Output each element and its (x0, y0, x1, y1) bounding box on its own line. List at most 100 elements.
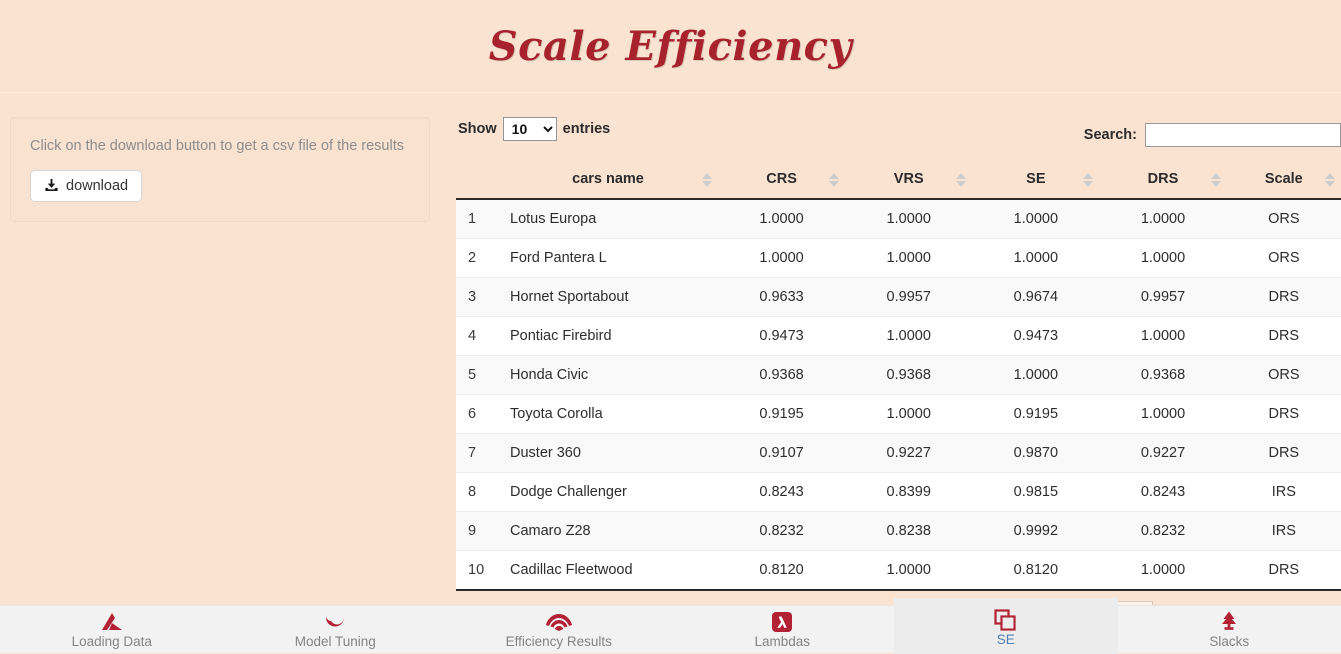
cell-se: 0.9195 (972, 395, 1099, 434)
cell-vrs: 0.9227 (845, 434, 972, 473)
column-header-se[interactable]: SE (972, 161, 1099, 199)
nav-item-lambdas[interactable]: Lambdas (671, 606, 895, 653)
cell-scale: DRS (1227, 551, 1341, 591)
cell-car-name: Hornet Sportabout (498, 278, 718, 317)
cell-vrs: 0.9957 (845, 278, 972, 317)
cell-car-name: Pontiac Firebird (498, 317, 718, 356)
entries-label: entries (563, 121, 611, 137)
cell-index: 2 (456, 239, 498, 278)
cell-drs: 0.9957 (1099, 278, 1226, 317)
download-button[interactable]: download (30, 170, 142, 202)
cell-drs: 1.0000 (1099, 395, 1226, 434)
sort-arrows-icon (702, 173, 712, 187)
results-table: cars name CRS VRS SE (456, 161, 1341, 591)
cell-vrs: 1.0000 (845, 199, 972, 239)
lambda-square-icon (770, 610, 794, 634)
cell-index: 9 (456, 512, 498, 551)
cell-car-name: Camaro Z28 (498, 512, 718, 551)
cell-drs: 1.0000 (1099, 199, 1226, 239)
download-card: Click on the download button to get a cs… (10, 117, 430, 222)
cell-crs: 0.9195 (718, 395, 845, 434)
search-input[interactable] (1145, 123, 1341, 147)
cell-scale: ORS (1227, 239, 1341, 278)
cell-car-name: Dodge Challenger (498, 473, 718, 512)
nav-item-efficiency-results[interactable]: Efficiency Results (447, 606, 671, 653)
cell-vrs: 1.0000 (845, 317, 972, 356)
cell-scale: DRS (1227, 317, 1341, 356)
cell-crs: 0.9368 (718, 356, 845, 395)
cell-car-name: Ford Pantera L (498, 239, 718, 278)
download-button-label: download (66, 178, 128, 194)
nav-item-model-tuning[interactable]: Model Tuning (224, 606, 448, 653)
sort-arrows-icon (1083, 173, 1093, 187)
column-label: SE (1026, 171, 1045, 187)
cell-car-name: Toyota Corolla (498, 395, 718, 434)
cell-scale: DRS (1227, 395, 1341, 434)
cell-crs: 1.0000 (718, 199, 845, 239)
cell-index: 3 (456, 278, 498, 317)
nav-item-slacks[interactable]: Slacks (1118, 606, 1341, 653)
nav-item-se[interactable]: SE (894, 598, 1118, 654)
download-hint-text: Click on the download button to get a cs… (30, 137, 410, 156)
cell-car-name: Cadillac Fleetwood (498, 551, 718, 591)
cell-se: 0.9473 (972, 317, 1099, 356)
cell-se: 1.0000 (972, 199, 1099, 239)
nav-item-label: SE (997, 633, 1015, 648)
cell-index: 10 (456, 551, 498, 591)
cell-scale: ORS (1227, 199, 1341, 239)
column-label: VRS (894, 171, 924, 187)
cell-car-name: Duster 360 (498, 434, 718, 473)
cell-se: 0.9674 (972, 278, 1099, 317)
cell-se: 1.0000 (972, 239, 1099, 278)
cell-scale: DRS (1227, 278, 1341, 317)
cell-scale: ORS (1227, 356, 1341, 395)
page-length-select[interactable]: 102550100 (503, 117, 557, 141)
cell-scale: DRS (1227, 434, 1341, 473)
column-header-index (456, 161, 498, 199)
copy-layers-icon (993, 608, 1019, 632)
table-controls: Show 102550100 entries Search: (456, 117, 1341, 147)
cell-crs: 1.0000 (718, 239, 845, 278)
left-panel: Click on the download button to get a cs… (10, 117, 430, 222)
cell-se: 0.9992 (972, 512, 1099, 551)
cell-se: 0.8120 (972, 551, 1099, 591)
signal-waves-icon (545, 610, 573, 634)
cell-vrs: 0.8238 (845, 512, 972, 551)
column-label: CRS (766, 171, 797, 187)
column-header-cars-name[interactable]: cars name (498, 161, 718, 199)
cell-crs: 0.9107 (718, 434, 845, 473)
cell-vrs: 0.9368 (845, 356, 972, 395)
column-header-scale[interactable]: Scale (1227, 161, 1341, 199)
cell-vrs: 1.0000 (845, 239, 972, 278)
cell-scale: IRS (1227, 512, 1341, 551)
search-label: Search: (1084, 127, 1137, 143)
cell-drs: 0.8232 (1099, 512, 1226, 551)
cell-vrs: 0.8399 (845, 473, 972, 512)
page-title: Scale Efficiency (489, 23, 853, 70)
cell-drs: 1.0000 (1099, 239, 1226, 278)
cell-drs: 1.0000 (1099, 317, 1226, 356)
cell-scale: IRS (1227, 473, 1341, 512)
cell-se: 0.9870 (972, 434, 1099, 473)
cell-car-name: Lotus Europa (498, 199, 718, 239)
main-content: Click on the download button to get a cs… (0, 93, 1341, 634)
sort-arrows-icon (1211, 173, 1221, 187)
column-header-vrs[interactable]: VRS (845, 161, 972, 199)
nav-item-loading-data[interactable]: Loading Data (0, 606, 224, 653)
sort-arrows-icon (1325, 173, 1335, 187)
column-header-drs[interactable]: DRS (1099, 161, 1226, 199)
cell-index: 1 (456, 199, 498, 239)
cell-drs: 1.0000 (1099, 551, 1226, 591)
column-header-crs[interactable]: CRS (718, 161, 845, 199)
search-control: Search: (1084, 123, 1341, 147)
cell-drs: 0.9368 (1099, 356, 1226, 395)
nav-item-label: Loading Data (72, 635, 152, 650)
